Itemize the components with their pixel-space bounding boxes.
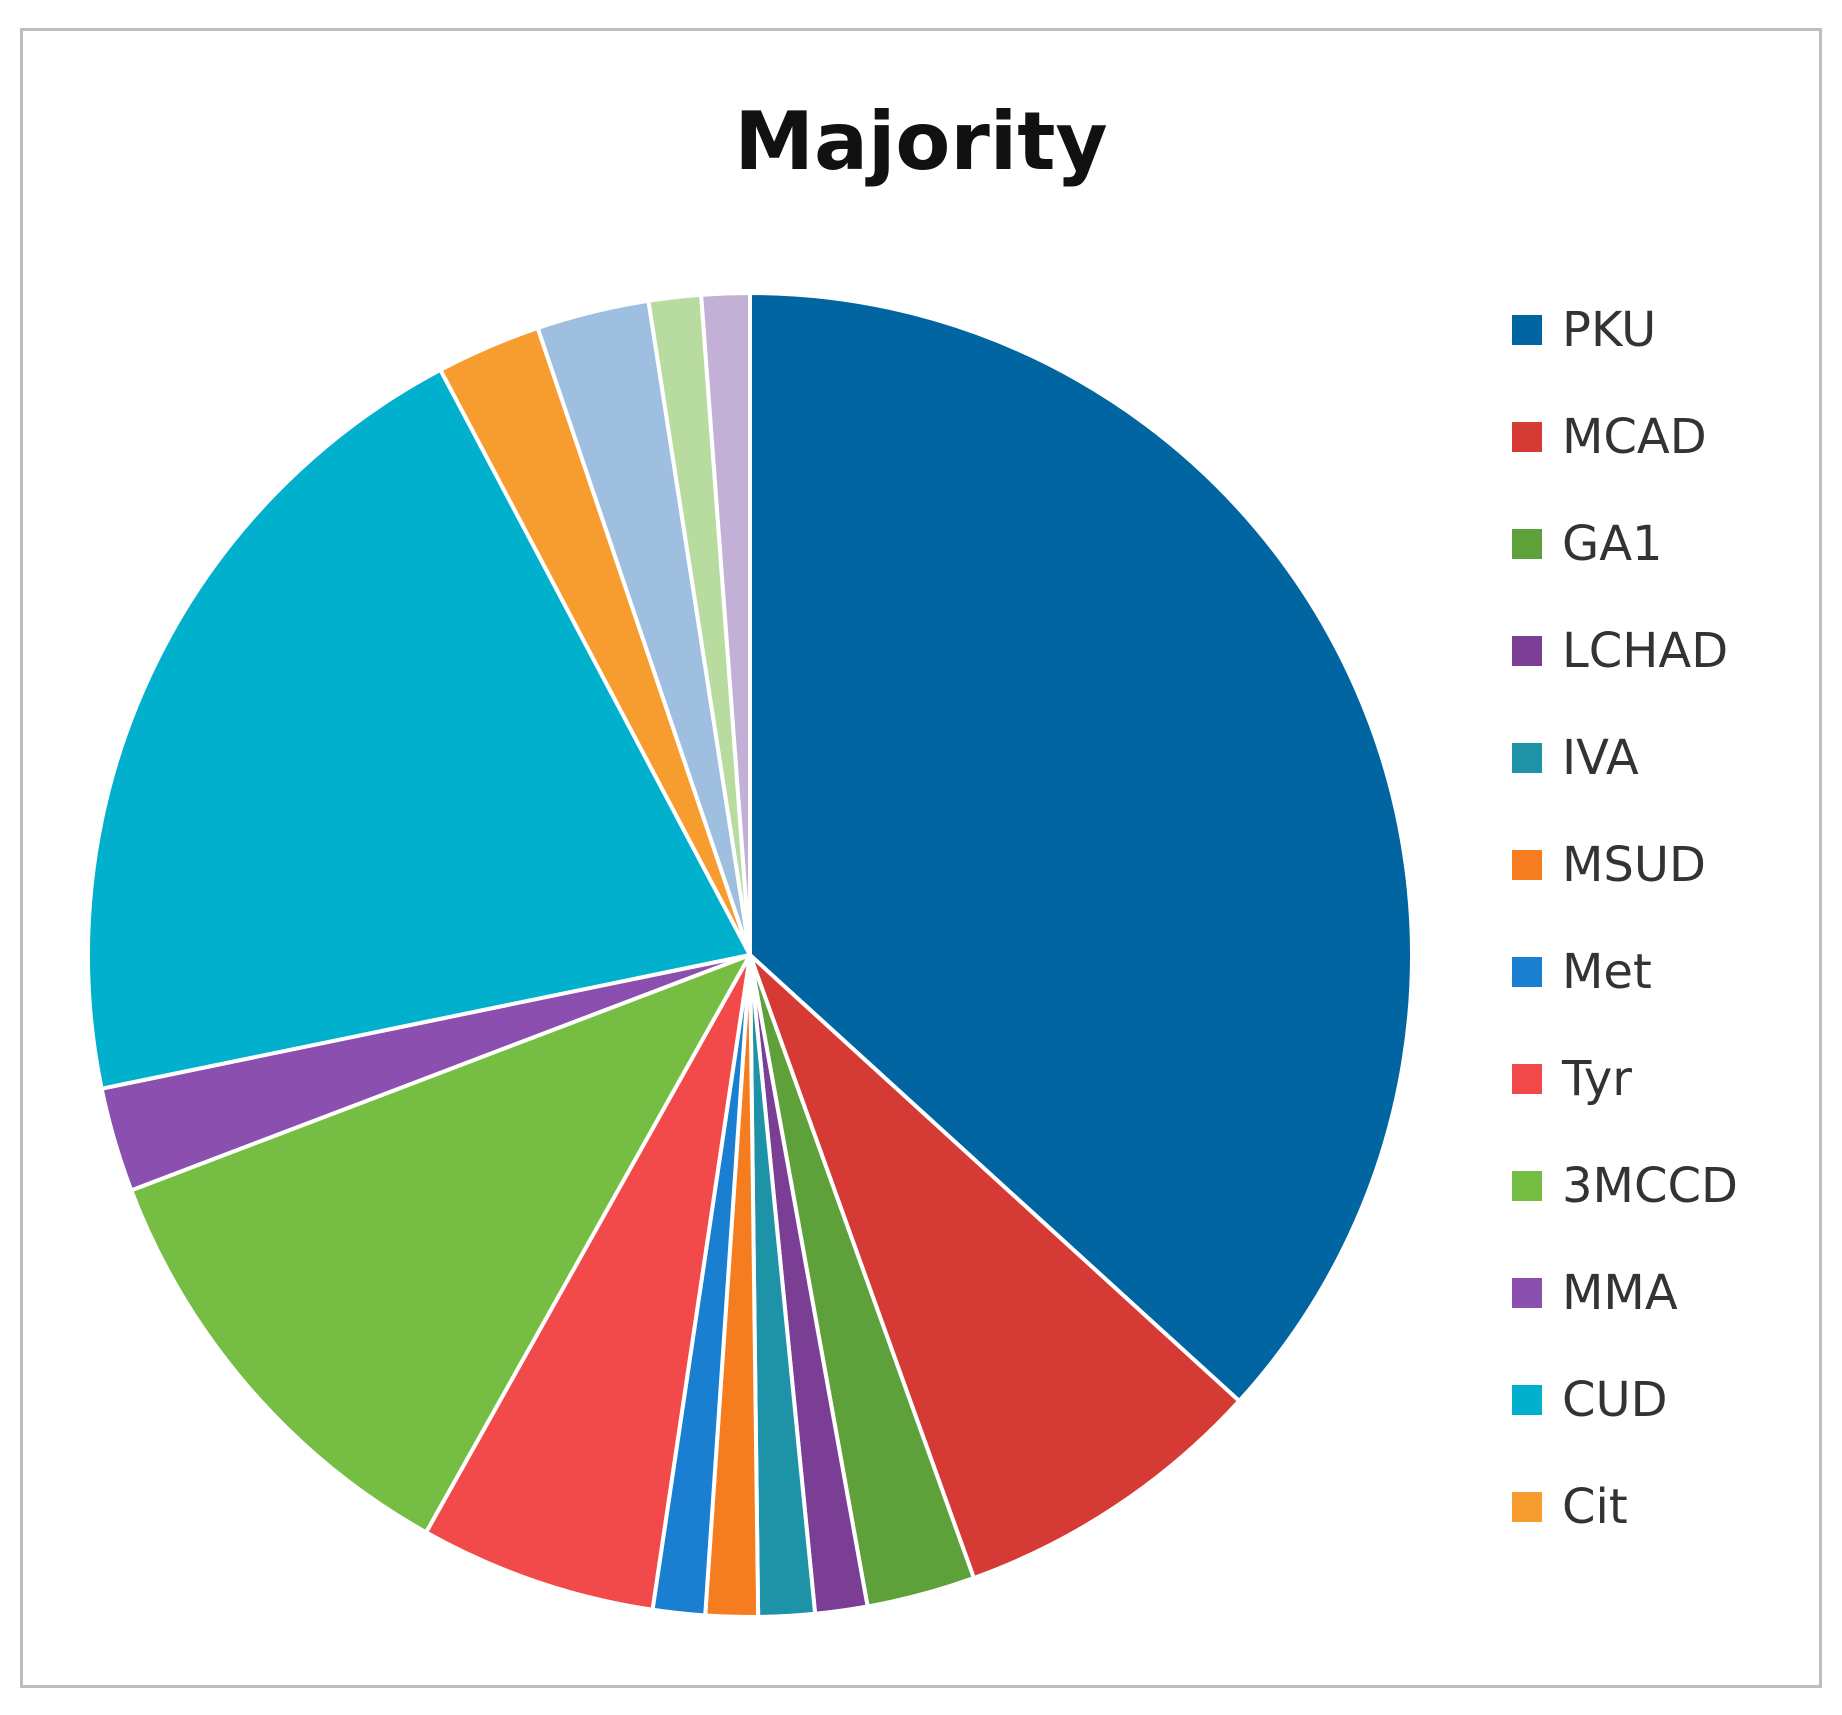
legend-item-cud: CUD [1512,1370,1668,1430]
legend-item-lchad: LCHAD [1512,621,1728,681]
legend-item-msud: MSUD [1512,835,1706,895]
legend-swatch [1512,1064,1542,1094]
legend-swatch [1512,1492,1542,1522]
pie-slice-cud [86,367,752,1091]
pie-slice-3mccd [129,953,752,1535]
legend-swatch [1512,1385,1542,1415]
legend-item-pku: PKU [1512,300,1656,360]
legend-swatch [1512,1171,1542,1201]
legend-label: IVA [1562,730,1639,786]
legend-label: CUD [1562,1372,1668,1428]
legend-item-mcad: MCAD [1512,407,1707,467]
legend-label: GA1 [1562,516,1663,572]
legend-label: Cit [1562,1479,1628,1535]
legend-item-ga1: GA1 [1512,514,1663,574]
legend-item-cit: Cit [1512,1477,1628,1537]
pie-slice-unlabeled-14 [699,291,752,957]
legend-item-met: Met [1512,942,1652,1002]
legend-item-tyr: Tyr [1512,1049,1632,1109]
legend-label: Met [1562,944,1652,1000]
legend-swatch [1512,422,1542,452]
legend-label: Tyr [1562,1051,1632,1107]
legend-label: MSUD [1562,837,1706,893]
legend-swatch [1512,636,1542,666]
legend-swatch [1512,957,1542,987]
legend-swatch [1512,529,1542,559]
legend-label: PKU [1562,302,1657,358]
pie-slice-mcad [748,953,1242,1580]
legend-swatch [1512,1278,1542,1308]
legend-item-mma: MMA [1512,1263,1678,1323]
legend-swatch [1512,850,1542,880]
legend-item-iva: IVA [1512,728,1639,788]
pie-slice-pku [748,291,1414,1403]
pie-slice-tyr [424,953,752,1612]
legend-label: MMA [1562,1265,1678,1321]
chart-title: Majority [734,95,1108,188]
legend-swatch [1512,743,1542,773]
legend-label: MCAD [1562,409,1707,465]
legend-label: 3MCCD [1562,1158,1738,1214]
legend-swatch [1512,315,1542,345]
legend-item-3mccd: 3MCCD [1512,1156,1738,1216]
legend-label: LCHAD [1562,623,1729,679]
